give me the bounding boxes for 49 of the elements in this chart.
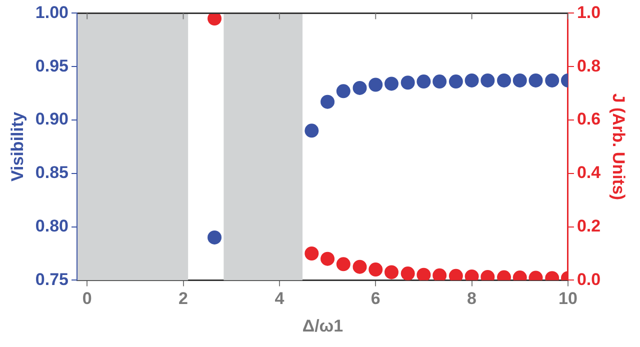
point <box>432 268 447 280</box>
point <box>400 266 415 280</box>
y-axis-title: Visibility <box>8 111 27 182</box>
y-tick-label: 0.75 <box>35 270 68 289</box>
point <box>384 76 398 91</box>
point <box>304 246 319 260</box>
point <box>352 80 367 95</box>
point <box>320 94 335 109</box>
point <box>432 74 447 89</box>
y-tick-label: 0.95 <box>35 56 68 76</box>
y-tick-label: 1.00 <box>35 2 68 22</box>
point <box>416 268 431 280</box>
point <box>320 252 335 266</box>
point <box>480 73 495 88</box>
y2-tick-label: 0.2 <box>576 216 601 236</box>
y2-tick-label: 0.6 <box>576 110 601 129</box>
point <box>368 78 383 92</box>
x-tick-label: 2 <box>178 289 188 308</box>
point <box>545 73 560 88</box>
y-tick-label: 0.80 <box>35 216 68 236</box>
point <box>384 265 398 280</box>
point <box>448 268 463 280</box>
point <box>304 124 319 138</box>
point <box>352 260 367 274</box>
x-tick-label: 6 <box>370 289 380 308</box>
x-tick-label: 0 <box>82 289 92 308</box>
y-tick-label: 0.90 <box>35 110 68 129</box>
point <box>464 73 479 88</box>
x-tick-label: 8 <box>467 289 477 308</box>
point <box>528 73 543 88</box>
point <box>400 76 415 90</box>
y2-tick-label: 0.0 <box>576 270 601 289</box>
x-tick-label: 4 <box>274 289 285 308</box>
y2-tick-label: 0.4 <box>576 163 602 182</box>
y2-tick-label: 0.8 <box>576 56 601 76</box>
point <box>208 13 222 26</box>
point <box>208 230 222 244</box>
x-axis-title: Δ/ω1 <box>302 316 344 336</box>
y-tick-label: 0.85 <box>35 163 68 182</box>
point <box>448 74 463 89</box>
y2-tick-label: 1.0 <box>576 2 601 22</box>
point <box>497 73 512 88</box>
point <box>368 262 383 277</box>
point <box>336 84 350 98</box>
point <box>416 74 431 89</box>
y2-axis-title: J (Arb. Units) <box>609 93 628 200</box>
point <box>336 257 350 272</box>
point <box>512 73 527 88</box>
x-tick-label: 10 <box>558 289 578 308</box>
